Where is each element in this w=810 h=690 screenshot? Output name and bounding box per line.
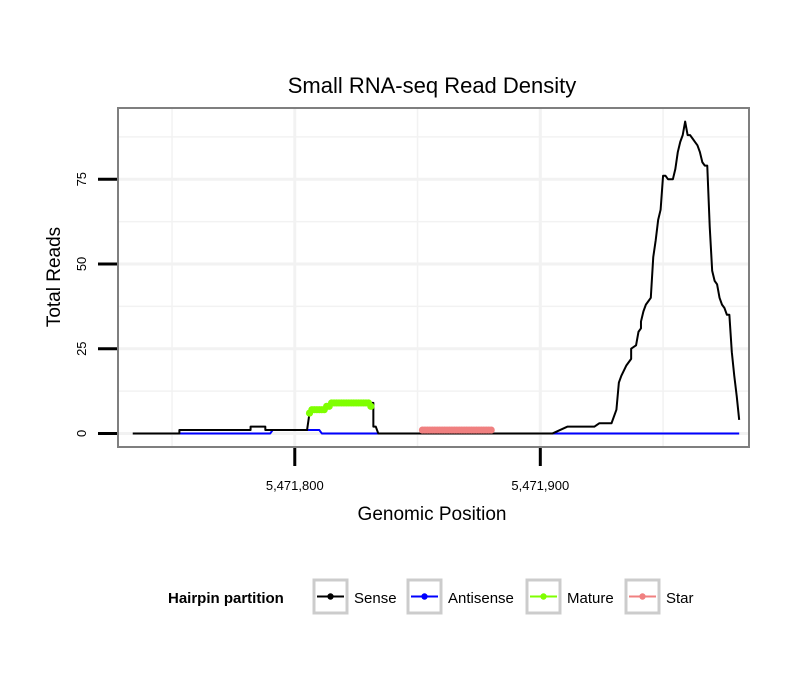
x-axis-title: Genomic Position: [358, 504, 507, 525]
y-tick-label: 50: [74, 257, 89, 271]
y-axis: 0 25 50 75: [74, 172, 117, 437]
legend-item-antisense: Antisense: [406, 578, 514, 615]
plot-panel: [118, 108, 749, 447]
series-star: [418, 426, 495, 434]
legend-item-mature: Mature: [525, 578, 614, 615]
y-axis-title: Total Reads: [44, 227, 65, 327]
series-mature: [305, 399, 375, 417]
star-point: [487, 426, 495, 434]
legend-title: Hairpin partition: [168, 590, 284, 607]
legend-key-point: [421, 593, 428, 600]
mature-point: [367, 402, 375, 410]
legend: Hairpin partition Sense Antisense Mature St…: [168, 578, 694, 615]
legend-label: Sense: [354, 590, 397, 607]
y-tick-label: 0: [74, 430, 89, 437]
legend-item-star: Star: [624, 578, 694, 615]
x-axis: 5,471,800 5,471,900: [266, 448, 569, 493]
legend-key-point: [327, 593, 334, 600]
legend-label: Antisense: [448, 590, 514, 607]
legend-item-sense: Sense: [312, 578, 397, 615]
y-tick-label: 25: [74, 341, 89, 355]
plot-panel-border: [117, 107, 750, 448]
legend-key-point: [540, 593, 547, 600]
legend-label: Star: [666, 590, 694, 607]
x-tick-label: 5,471,800: [266, 478, 324, 493]
series-layer: [132, 120, 741, 435]
legend-key-point: [639, 593, 646, 600]
y-tick-label: 75: [74, 172, 89, 186]
chart-title: Small RNA-seq Read Density: [288, 73, 577, 98]
x-tick-label: 5,471,900: [511, 478, 569, 493]
legend-label: Mature: [567, 590, 614, 607]
